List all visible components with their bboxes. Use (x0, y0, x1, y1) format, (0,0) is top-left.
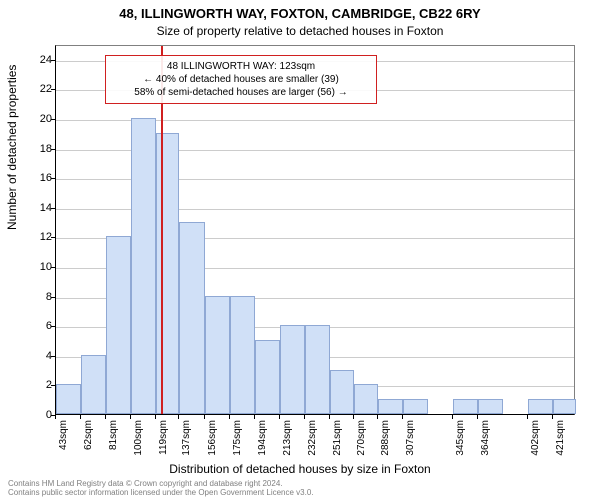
xtick-mark (329, 415, 330, 419)
histogram-bar (453, 399, 478, 414)
ytick-label: 18 (22, 143, 52, 155)
ytick-mark (51, 60, 55, 61)
xtick-label: 213sqm (282, 420, 293, 465)
xtick-label: 270sqm (356, 420, 367, 465)
ytick-label: 10 (22, 261, 52, 273)
ytick-mark (51, 356, 55, 357)
xtick-label: 364sqm (480, 420, 491, 465)
histogram-bar (230, 296, 255, 414)
xtick-label: 402sqm (530, 420, 541, 465)
xtick-mark (279, 415, 280, 419)
histogram-bar (156, 133, 179, 414)
xtick-label: 156sqm (207, 420, 218, 465)
xtick-label: 345sqm (455, 420, 466, 465)
xtick-mark (155, 415, 156, 419)
y-axis-label: Number of detached properties (5, 65, 19, 230)
histogram-bar (330, 370, 355, 414)
ytick-label: 8 (22, 291, 52, 303)
xtick-mark (552, 415, 553, 419)
ytick-label: 12 (22, 231, 52, 243)
xtick-mark (402, 415, 403, 419)
xtick-label: 251sqm (332, 420, 343, 465)
xtick-mark (527, 415, 528, 419)
xtick-label: 43sqm (58, 420, 69, 465)
xtick-label: 119sqm (158, 420, 169, 465)
histogram-bar (403, 399, 428, 414)
xtick-mark (178, 415, 179, 419)
ytick-label: 2 (22, 379, 52, 391)
histogram-bar (553, 399, 576, 414)
histogram-bar (378, 399, 403, 414)
xtick-label: 194sqm (257, 420, 268, 465)
histogram-bar (528, 399, 553, 414)
ytick-mark (51, 385, 55, 386)
xtick-mark (304, 415, 305, 419)
ytick-label: 4 (22, 350, 52, 362)
histogram-bar (280, 325, 305, 414)
xtick-mark (353, 415, 354, 419)
ytick-mark (51, 237, 55, 238)
ytick-mark (51, 208, 55, 209)
annotation-box: 48 ILLINGWORTH WAY: 123sqm ← 40% of deta… (105, 55, 377, 104)
ytick-label: 16 (22, 172, 52, 184)
ytick-mark (51, 297, 55, 298)
histogram-bar (179, 222, 204, 414)
ytick-mark (51, 149, 55, 150)
annotation-line3: 58% of semi-detached houses are larger (… (112, 86, 370, 99)
histogram-bar (81, 355, 106, 414)
ytick-mark (51, 89, 55, 90)
ytick-mark (51, 178, 55, 179)
histogram-bar (56, 384, 81, 414)
xtick-label: 421sqm (555, 420, 566, 465)
histogram-bar (354, 384, 378, 414)
xtick-mark (377, 415, 378, 419)
ytick-label: 24 (22, 54, 52, 66)
histogram-bar (478, 399, 503, 414)
footer-line2: Contains public sector information licen… (8, 488, 314, 498)
xtick-label: 137sqm (181, 420, 192, 465)
xtick-label: 62sqm (83, 420, 94, 465)
xtick-label: 81sqm (108, 420, 119, 465)
chart-title: 48, ILLINGWORTH WAY, FOXTON, CAMBRIDGE, … (0, 6, 600, 21)
chart-subtitle: Size of property relative to detached ho… (0, 24, 600, 38)
xtick-label: 100sqm (133, 420, 144, 465)
xtick-label: 232sqm (307, 420, 318, 465)
xtick-mark (130, 415, 131, 419)
xtick-mark (229, 415, 230, 419)
ytick-mark (51, 119, 55, 120)
xtick-mark (452, 415, 453, 419)
ytick-mark (51, 267, 55, 268)
ytick-label: 0 (22, 409, 52, 421)
xtick-mark (105, 415, 106, 419)
xtick-label: 175sqm (232, 420, 243, 465)
footer-line1: Contains HM Land Registry data © Crown c… (8, 479, 314, 489)
ytick-mark (51, 326, 55, 327)
histogram-bar (106, 236, 131, 414)
histogram-bar (305, 325, 330, 414)
xtick-mark (254, 415, 255, 419)
xtick-label: 307sqm (405, 420, 416, 465)
chart-container: 48, ILLINGWORTH WAY, FOXTON, CAMBRIDGE, … (0, 0, 600, 500)
xtick-mark (477, 415, 478, 419)
xtick-mark (204, 415, 205, 419)
ytick-label: 20 (22, 113, 52, 125)
histogram-bar (131, 118, 156, 414)
ytick-label: 6 (22, 320, 52, 332)
histogram-bar (255, 340, 280, 414)
annotation-line2: ← 40% of detached houses are smaller (39… (112, 73, 370, 86)
ytick-label: 14 (22, 202, 52, 214)
histogram-bar (205, 296, 230, 414)
xtick-label: 288sqm (380, 420, 391, 465)
xtick-mark (55, 415, 56, 419)
footer-attribution: Contains HM Land Registry data © Crown c… (8, 479, 314, 498)
annotation-line1: 48 ILLINGWORTH WAY: 123sqm (112, 60, 370, 73)
ytick-label: 22 (22, 83, 52, 95)
xtick-mark (80, 415, 81, 419)
